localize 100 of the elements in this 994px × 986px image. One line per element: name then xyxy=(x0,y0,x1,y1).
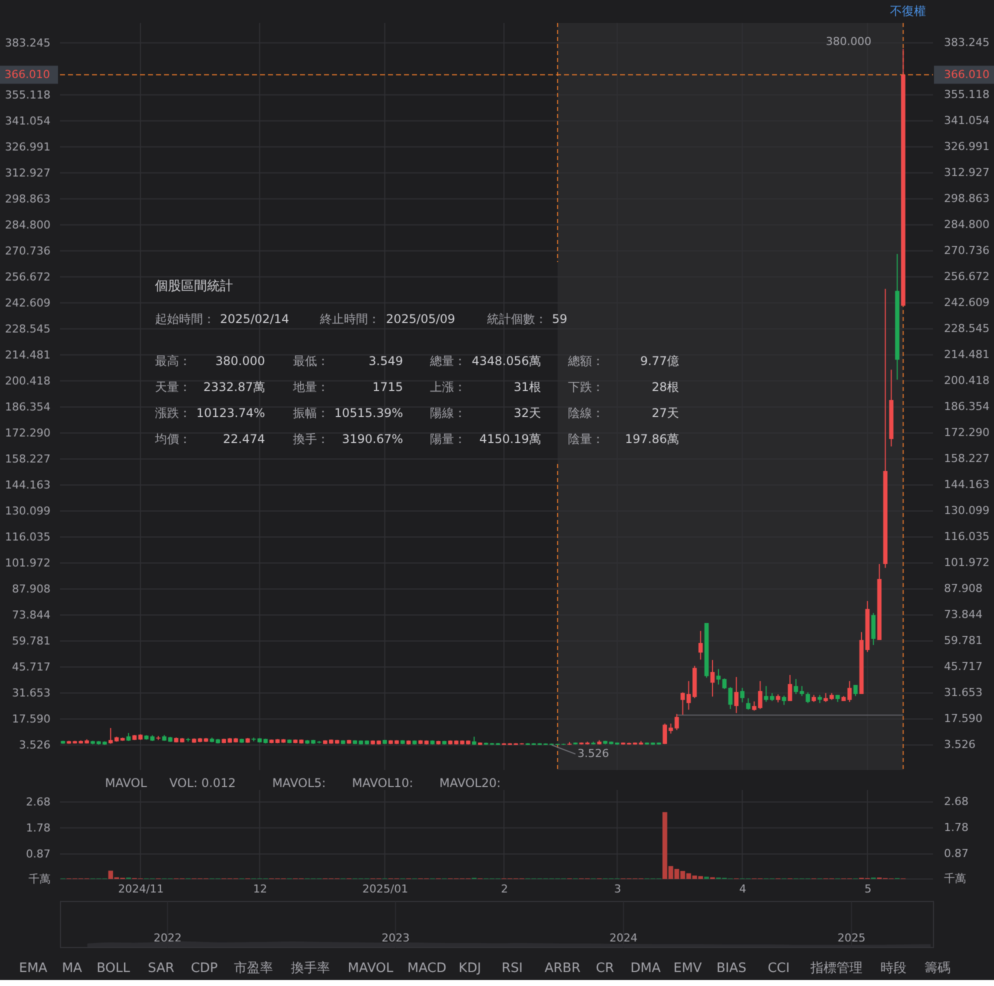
annotation: 3.526 xyxy=(577,746,609,760)
annotation: 總額： xyxy=(567,354,604,368)
y2-tick-label: 326.991 xyxy=(944,140,990,153)
annotation: 下跌： xyxy=(568,380,604,394)
annotation: 起始時間： xyxy=(155,312,215,326)
y-tick-label: 383.245 xyxy=(5,36,50,50)
annotation: 3190.67% xyxy=(342,432,403,446)
text: CR xyxy=(596,961,614,976)
y-tick-label: 158.227 xyxy=(5,452,50,466)
text: 籌碼 xyxy=(924,961,951,976)
candlestick xyxy=(782,695,786,706)
annotation: 最低： xyxy=(293,354,329,368)
text: EMA xyxy=(19,961,48,976)
y-tick-label: 3.526 xyxy=(19,738,50,752)
y-tick-label: 73.844 xyxy=(12,608,50,622)
candlestick xyxy=(716,668,721,686)
y2-tick-label: 31.653 xyxy=(944,686,982,699)
text: KDJ xyxy=(458,961,482,976)
annotation: 380.000 xyxy=(826,34,872,48)
y2-tick-label: 228.545 xyxy=(944,322,990,335)
x-tick-label: 2024/11 xyxy=(118,882,164,896)
annotation: 28根 xyxy=(652,380,679,394)
annotation: 197.86萬 xyxy=(625,432,679,446)
y-tick-label: 186.354 xyxy=(5,400,50,414)
annotation: 換手： xyxy=(293,432,329,446)
annotation: 2025/05/09 xyxy=(386,312,456,326)
text: 指標管理 xyxy=(810,961,863,976)
x-tick-label: 12 xyxy=(253,882,268,896)
y-tick-label: 298.863 xyxy=(5,192,50,206)
y2-tick-label: 242.609 xyxy=(944,296,990,309)
y-tick-label: 312.927 xyxy=(5,166,50,180)
annotation: 59 xyxy=(552,312,568,326)
y2-tick-label: 200.418 xyxy=(944,374,990,387)
candlestick xyxy=(788,674,792,702)
text: CDP xyxy=(190,961,218,976)
text: MA xyxy=(62,961,82,976)
y-tick-label: 45.717 xyxy=(12,660,50,674)
y-tick-label: 341.054 xyxy=(5,114,50,128)
annotation: 均價： xyxy=(154,432,191,446)
y-tick-label: 284.800 xyxy=(5,218,50,232)
y2-tick-label: 101.972 xyxy=(944,556,990,569)
x-tick-label: 2024 xyxy=(610,932,638,944)
annotation: 陽線： xyxy=(430,406,466,420)
y-tick-label: 17.590 xyxy=(12,712,50,726)
y-tick-label: 270.736 xyxy=(5,244,50,258)
y2-tick-label: 45.717 xyxy=(944,660,982,673)
annotation: 4348.056萬 xyxy=(472,354,541,368)
annotation: 10515.39% xyxy=(334,406,403,420)
x-tick-label: 2025 xyxy=(837,932,866,944)
candlestick xyxy=(734,676,738,714)
annotation: 2332.87萬 xyxy=(203,380,265,394)
text: ARBR xyxy=(544,961,580,976)
annotation: 最高： xyxy=(155,354,191,368)
y-tick-label: 1.78 xyxy=(26,821,50,834)
annotation: 終止時間： xyxy=(319,312,380,326)
annotation: 27天 xyxy=(652,406,679,420)
y-tick-label: 214.481 xyxy=(5,348,50,362)
text: VOL: 0.012 xyxy=(169,776,236,790)
text: 時段 xyxy=(880,961,907,976)
text: DMA xyxy=(630,961,661,976)
text: BIAS xyxy=(716,961,746,976)
y2-tick-label: 17.590 xyxy=(944,712,982,725)
ref-line-label: 366.010 xyxy=(4,68,50,81)
y-tick-label: 355.118 xyxy=(5,88,50,102)
y-tick-label: 200.418 xyxy=(5,374,50,388)
y2-tick-label: 130.099 xyxy=(944,504,990,517)
y2-tick-label: 298.863 xyxy=(944,192,990,205)
text: 換手率 xyxy=(290,960,330,976)
annotation: 陽量： xyxy=(430,432,466,446)
y2-tick-label: 千萬 xyxy=(944,872,966,885)
y2-tick-label: 158.227 xyxy=(944,452,990,465)
text: EMV xyxy=(673,961,702,976)
y-tick-label: 59.781 xyxy=(12,634,50,648)
y-tick-label: 228.545 xyxy=(5,322,50,336)
annotation: 9.77億 xyxy=(640,354,679,368)
y2-tick-label: 341.054 xyxy=(944,114,990,127)
x-tick-label: 2022 xyxy=(154,932,182,944)
text: 市盈率 xyxy=(234,960,273,976)
candlestick xyxy=(740,687,744,703)
annotation: 總量： xyxy=(429,354,466,368)
text: BOLL xyxy=(96,961,131,976)
y2-tick-label: 284.800 xyxy=(944,218,990,231)
y2-tick-label: 0.87 xyxy=(944,847,968,860)
y-tick-label: 0.87 xyxy=(26,848,50,861)
y-tick-label: 144.163 xyxy=(5,478,50,492)
y-tick-label: 2.68 xyxy=(26,796,50,809)
text: MAVOL5: xyxy=(272,776,326,790)
candlestick xyxy=(800,686,804,697)
candlestick xyxy=(794,678,798,695)
text: MAVOL xyxy=(348,961,394,976)
y2-tick-label: 2.68 xyxy=(944,795,968,808)
y2-tick-label: 355.118 xyxy=(944,88,990,101)
annotation: 32天 xyxy=(514,406,541,420)
y-tick-label: 326.991 xyxy=(5,140,50,154)
y-tick-label: 116.035 xyxy=(5,530,50,544)
y-tick-label: 千萬 xyxy=(28,872,50,886)
y2-tick-label: 186.354 xyxy=(944,400,990,413)
annotation: 1715 xyxy=(372,380,403,394)
text: MAVOL xyxy=(105,776,148,790)
x-tick-label: 2025/01 xyxy=(362,882,408,896)
